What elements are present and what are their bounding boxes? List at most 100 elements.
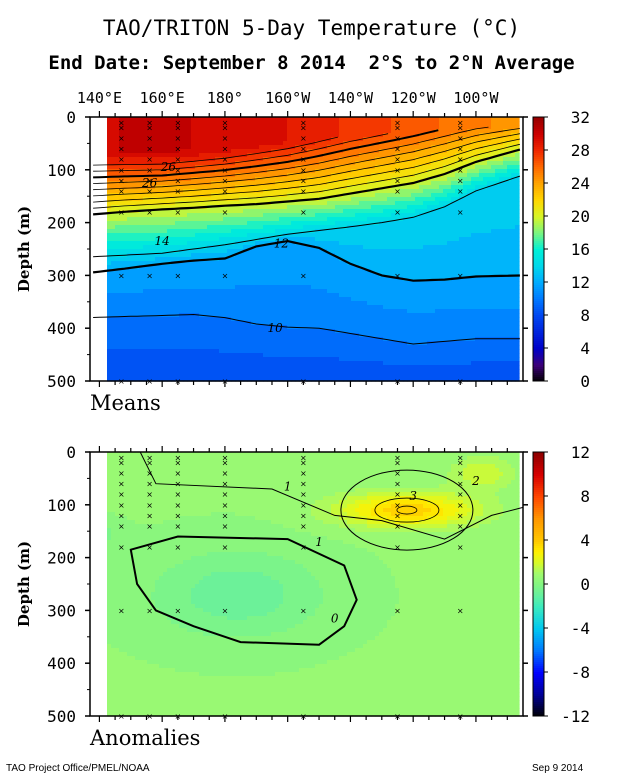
station-marker: × <box>118 187 125 196</box>
contour-line <box>93 136 338 166</box>
colorbar-tick-label: 4 <box>580 339 590 358</box>
station-marker: × <box>146 606 153 615</box>
chart-subtitle: End Date: September 8 2014 2°S to 2°N Av… <box>48 52 575 74</box>
station-marker: × <box>394 271 401 280</box>
station-marker: × <box>118 208 125 217</box>
colorbar: 0 4 8 12 16 20 24 28 32 <box>532 108 590 391</box>
station-marker: × <box>222 522 229 531</box>
station-marker: × <box>300 134 307 143</box>
contour-line <box>93 148 521 216</box>
station-marker: × <box>457 480 464 489</box>
station-marker: × <box>118 166 125 175</box>
station-marker: × <box>146 155 153 164</box>
station-marker: × <box>300 490 307 499</box>
station-marker: × <box>394 453 401 462</box>
station-marker: × <box>118 543 125 552</box>
colorbar-tick-label: 32 <box>571 108 590 127</box>
station-marker: × <box>175 271 182 280</box>
station-marker: × <box>457 490 464 499</box>
station-marker: × <box>146 459 153 468</box>
colorbar-tick-label: 0 <box>580 372 590 391</box>
x-tick-label: 140°E <box>77 89 122 107</box>
y-tick-label: 200 <box>47 549 76 568</box>
station-marker: × <box>118 155 125 164</box>
contour-line <box>93 138 520 203</box>
station-marker: × <box>300 511 307 520</box>
station-marker: × <box>175 155 182 164</box>
station-marker: × <box>394 155 401 164</box>
station-marker: × <box>118 480 125 489</box>
station-marker: × <box>118 490 125 499</box>
contour-line <box>340 469 474 551</box>
x-tick-label: 120°W <box>391 89 437 107</box>
station-marker: × <box>457 134 464 143</box>
contour-line <box>374 497 440 523</box>
station-marker: × <box>457 606 464 615</box>
station-marker: × <box>175 469 182 478</box>
station-marker: × <box>175 134 182 143</box>
station-marker: × <box>146 271 153 280</box>
station-marker: × <box>118 271 125 280</box>
station-marker: × <box>222 480 229 489</box>
station-marker: × <box>175 176 182 185</box>
contour-line <box>92 239 520 282</box>
station-marker: × <box>394 459 401 468</box>
contour-line <box>93 313 520 345</box>
station-marker: × <box>222 511 229 520</box>
station-marker: × <box>146 490 153 499</box>
station-marker: × <box>222 453 229 462</box>
contour-line <box>139 451 524 540</box>
station-marker: × <box>222 208 229 217</box>
contour-label: 1 <box>284 479 292 493</box>
station-marker: × <box>222 176 229 185</box>
station-marker: × <box>146 166 153 175</box>
zero-contour <box>129 535 358 646</box>
station-marker: × <box>118 176 125 185</box>
footer-credit: TAO Project Office/PMEL/NOAA <box>6 763 150 774</box>
station-marker: × <box>300 208 307 217</box>
contour-label: 10 <box>267 321 283 335</box>
station-marker: × <box>175 118 182 127</box>
station-marker: × <box>394 501 401 510</box>
station-marker: × <box>222 134 229 143</box>
x-tick-label: 180° <box>207 89 243 107</box>
station-marker: × <box>300 145 307 154</box>
colorbar-tick-label: 8 <box>580 306 590 325</box>
station-marker: × <box>118 145 125 154</box>
y-tick-label: 400 <box>47 654 76 673</box>
station-marker: × <box>175 124 182 133</box>
y-tick-label: 0 <box>66 443 76 462</box>
panel-label: Means <box>90 391 161 415</box>
station-marker: × <box>175 490 182 499</box>
station-marker: × <box>222 118 229 127</box>
station-marker: × <box>457 271 464 280</box>
station-marker: × <box>175 208 182 217</box>
station-marker: × <box>146 469 153 478</box>
y-tick-label: 400 <box>47 319 76 338</box>
station-marker: × <box>394 124 401 133</box>
station-marker: × <box>300 155 307 164</box>
colorbar-tick-label: -8 <box>571 663 590 682</box>
station-marker: × <box>300 271 307 280</box>
y-tick-label: 200 <box>47 214 76 233</box>
station-marker: × <box>146 208 153 217</box>
panel-label: Anomalies <box>89 726 200 750</box>
anomalies-panel: 13210×××××××××××××××××××××××××××××××××××… <box>15 443 590 750</box>
station-marker: × <box>146 187 153 196</box>
station-marker: × <box>118 459 125 468</box>
station-marker: × <box>457 511 464 520</box>
colorbar-tick-label: 12 <box>571 443 590 462</box>
colorbar-tick-label: 4 <box>580 531 590 550</box>
station-marker: × <box>300 480 307 489</box>
station-marker: × <box>118 453 125 462</box>
contour-line <box>396 505 418 515</box>
station-marker: × <box>300 118 307 127</box>
contour-line <box>93 143 520 209</box>
station-marker: × <box>300 124 307 133</box>
station-marker: × <box>457 145 464 154</box>
colorbar-tick-label: 28 <box>571 141 590 160</box>
station-marker: × <box>300 166 307 175</box>
y-tick-label: 100 <box>47 496 76 515</box>
colorbar-tick-label: 24 <box>571 174 590 193</box>
